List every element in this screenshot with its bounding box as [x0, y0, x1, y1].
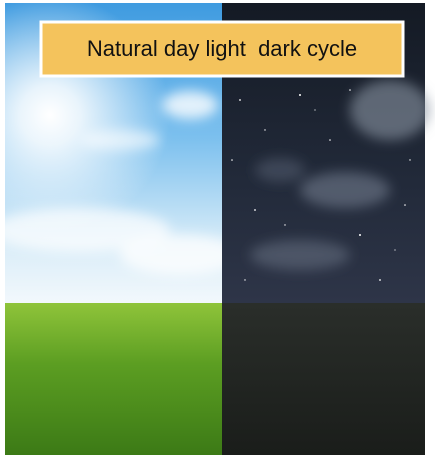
- day-grass: [5, 303, 222, 455]
- scene: Natural day light dark cycle: [0, 0, 435, 462]
- night-grass: [222, 303, 425, 455]
- label: Natural day light dark cycle: [87, 36, 357, 61]
- page: Natural day light dark cycle (() => { co…: [0, 0, 435, 462]
